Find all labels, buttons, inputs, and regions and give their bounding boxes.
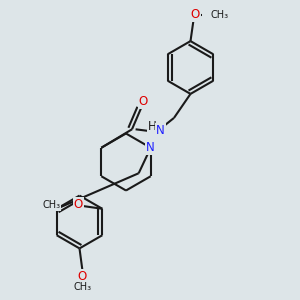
Text: O: O <box>78 270 87 283</box>
Text: O: O <box>139 95 148 108</box>
Text: N: N <box>146 141 155 154</box>
Text: N: N <box>156 124 165 137</box>
Text: H: H <box>148 120 157 133</box>
Text: O: O <box>74 198 83 212</box>
Text: CH₃: CH₃ <box>210 10 228 20</box>
Text: O: O <box>190 8 200 21</box>
Text: CH₃: CH₃ <box>74 281 92 292</box>
Text: CH₃: CH₃ <box>42 200 60 210</box>
